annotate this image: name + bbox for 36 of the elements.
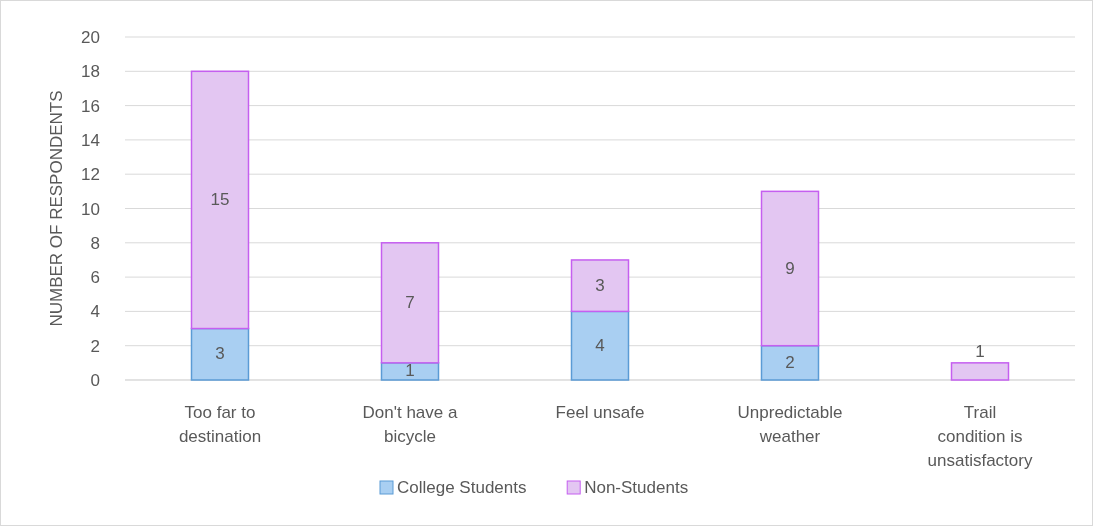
y-tick-label: 12 bbox=[81, 165, 100, 185]
bar bbox=[570, 259, 630, 313]
data-label: 7 bbox=[405, 292, 415, 312]
y-tick-label: 10 bbox=[81, 199, 100, 219]
data-label: 9 bbox=[785, 258, 795, 278]
bar bbox=[190, 70, 250, 330]
y-tick-label: 6 bbox=[90, 268, 100, 288]
y-tick-label: 4 bbox=[90, 302, 100, 322]
data-label: 15 bbox=[210, 189, 230, 209]
bar bbox=[760, 190, 820, 347]
y-tick-label: 18 bbox=[81, 62, 100, 82]
x-tick-label: Feel unsafe bbox=[555, 403, 645, 422]
bar bbox=[760, 344, 820, 381]
data-label: 2 bbox=[785, 352, 795, 372]
data-label: 3 bbox=[215, 344, 225, 364]
data-label: 3 bbox=[595, 275, 605, 295]
y-axis-title: NUMBER OF RESPONDENTS bbox=[47, 90, 66, 327]
legend-label: Non-Students bbox=[584, 478, 689, 497]
x-tick-label: Unpredictable weather bbox=[737, 403, 843, 446]
legend-label: College Students bbox=[397, 478, 527, 497]
y-tick-label: 16 bbox=[81, 96, 100, 116]
data-label: 1 bbox=[405, 361, 415, 381]
bar bbox=[570, 310, 630, 381]
x-tick-label: Too far to destination bbox=[178, 403, 262, 446]
y-tick-label: 20 bbox=[81, 28, 100, 47]
bar bbox=[950, 362, 1010, 381]
x-tick-label: Don't have a bicycle bbox=[362, 403, 458, 446]
x-tick-label: Trail condition is unsatisfactory bbox=[927, 403, 1033, 470]
bar bbox=[190, 327, 250, 381]
y-tick-label: 2 bbox=[90, 336, 100, 356]
data-label: 4 bbox=[595, 335, 605, 355]
y-tick-label: 14 bbox=[81, 130, 100, 150]
y-tick-label: 0 bbox=[90, 371, 100, 390]
data-label: 1 bbox=[975, 341, 985, 361]
bar bbox=[380, 242, 440, 364]
y-tick-label: 8 bbox=[90, 233, 100, 253]
